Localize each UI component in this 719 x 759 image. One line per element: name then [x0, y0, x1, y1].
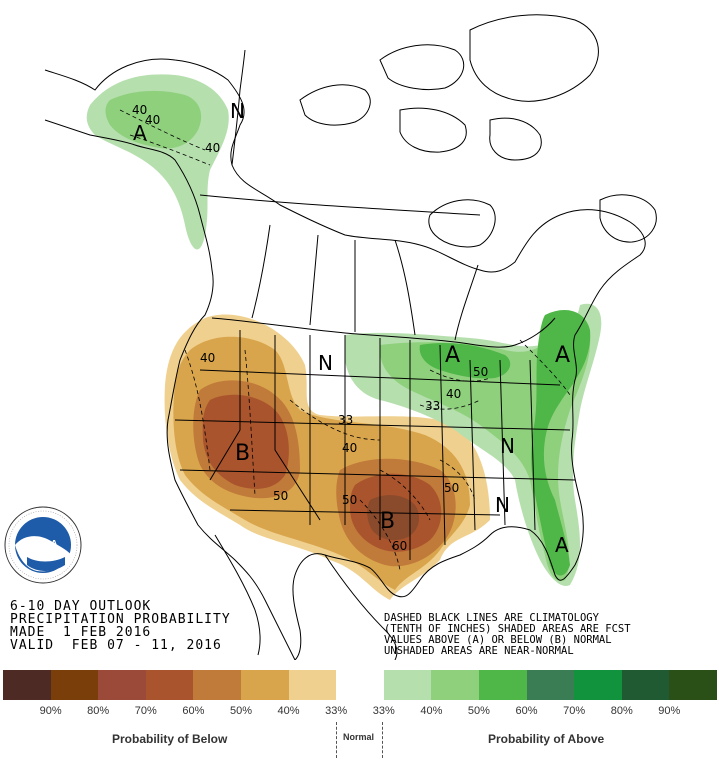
outlook-title-block: 6-10 DAY OUTLOOK PRECIPITATION PROBABILI… — [10, 600, 231, 652]
outlook-map: 40 40 40 A N N N N 40 B 50 33 40 50 50 B… — [44, 14, 657, 660]
scale-label: 40% — [277, 705, 300, 717]
scale-swatch — [574, 670, 622, 700]
label-plains-33: 33 — [338, 413, 353, 427]
label-south-50a: 50 — [342, 493, 357, 507]
climatology-lines — [119, 109, 571, 571]
valid-dates: VALID FEB 07 - 11, 2016 — [10, 638, 222, 653]
scale-swatch — [336, 670, 384, 700]
label-plains-N: N — [318, 351, 333, 375]
scale-swatch — [240, 670, 289, 700]
below-60-zone-west — [202, 394, 289, 489]
scale-label: 70% — [134, 705, 157, 717]
label-lakes-50: 50 — [473, 365, 488, 379]
probability-color-scale — [3, 670, 717, 700]
scale-swatch — [669, 670, 717, 700]
svg-text:NOAA: NOAA — [28, 539, 57, 550]
legend-note: DASHED BLACK LINES ARE CLIMATOLOGY (TENT… — [384, 613, 631, 657]
label-lakes-40: 40 — [446, 387, 461, 401]
label-canada-N: N — [230, 99, 245, 123]
label-southeast-N: N — [495, 493, 510, 517]
label-west-40: 40 — [200, 351, 215, 365]
label-alaska-40a: 40 — [132, 103, 147, 117]
scale-swatch — [478, 670, 527, 700]
scale-label: 90% — [658, 705, 681, 717]
note-line-2: (TENTH OF INCHES) SHADED AREAS ARE FCST — [384, 623, 631, 635]
scale-label: 80% — [610, 705, 633, 717]
scale-swatch — [431, 670, 479, 700]
scale-label: 50% — [467, 705, 490, 717]
scale-swatch — [621, 670, 670, 700]
scale-label: 90% — [39, 705, 62, 717]
label-lakes-A: A — [445, 343, 460, 368]
above-50-zone-lakes — [419, 343, 511, 379]
below-normal-area-west — [164, 314, 491, 600]
scale-label: 50% — [229, 705, 252, 717]
continent-outline — [44, 14, 657, 660]
scale-swatch — [3, 670, 51, 700]
outlook-subtitle: PRECIPITATION PROBABILITY — [10, 612, 231, 627]
normal-caption: Normal — [343, 732, 375, 742]
made-date: MADE 1 FEB 2016 — [10, 625, 152, 640]
label-west-50: 50 — [273, 489, 288, 503]
outlook-title: 6-10 DAY OUTLOOK — [10, 599, 152, 614]
label-alaska-40c: 40 — [205, 141, 220, 155]
note-line-3: VALUES ABOVE (A) OR BELOW (B) NORMAL — [384, 634, 612, 646]
scale-label: 33% — [372, 705, 395, 717]
label-alaska-A: A — [133, 121, 147, 145]
above-caption: Probability of Above — [488, 732, 605, 746]
label-florida-A: A — [555, 533, 569, 557]
normal-divider-left — [336, 722, 337, 758]
normal-divider-right — [382, 722, 383, 758]
scale-swatch — [145, 670, 194, 700]
label-south-60: 60 — [392, 539, 407, 553]
label-south-50b: 50 — [444, 481, 459, 495]
label-plains-40: 40 — [342, 441, 357, 455]
scale-label: 40% — [420, 705, 443, 717]
scale-swatch — [526, 670, 575, 700]
probability-scale-labels: 90% 80% 70% 60% 50% 40% 33% 33% 40% 50% 60% 70% 80% 9… — [3, 705, 717, 717]
scale-swatch — [383, 670, 432, 700]
note-line-1: DASHED BLACK LINES ARE CLIMATOLOGY — [384, 612, 599, 624]
label-west-B: B — [235, 441, 250, 466]
label-east-A: A — [555, 343, 570, 368]
scale-swatch — [98, 670, 146, 700]
scale-label: 33% — [325, 705, 348, 717]
above-40-zone-alaska — [105, 90, 202, 149]
scale-label: 60% — [515, 705, 538, 717]
note-line-4: UNSHADED AREAS ARE NEAR-NORMAL — [384, 645, 574, 657]
scale-swatch — [193, 670, 241, 700]
scale-swatch — [50, 670, 99, 700]
label-south-B: B — [380, 509, 395, 534]
label-mid-N: N — [500, 434, 515, 458]
label-alaska-40b: 40 — [145, 113, 160, 127]
scale-label: 60% — [182, 705, 205, 717]
scale-label: 80% — [87, 705, 110, 717]
scale-label: 70% — [563, 705, 586, 717]
noaa-logo: NOAA — [4, 506, 82, 584]
below-caption: Probability of Below — [112, 732, 228, 746]
label-lakes-33: 33 — [425, 399, 440, 413]
scale-swatch — [288, 670, 337, 700]
above-normal-area-alaska — [86, 74, 229, 250]
